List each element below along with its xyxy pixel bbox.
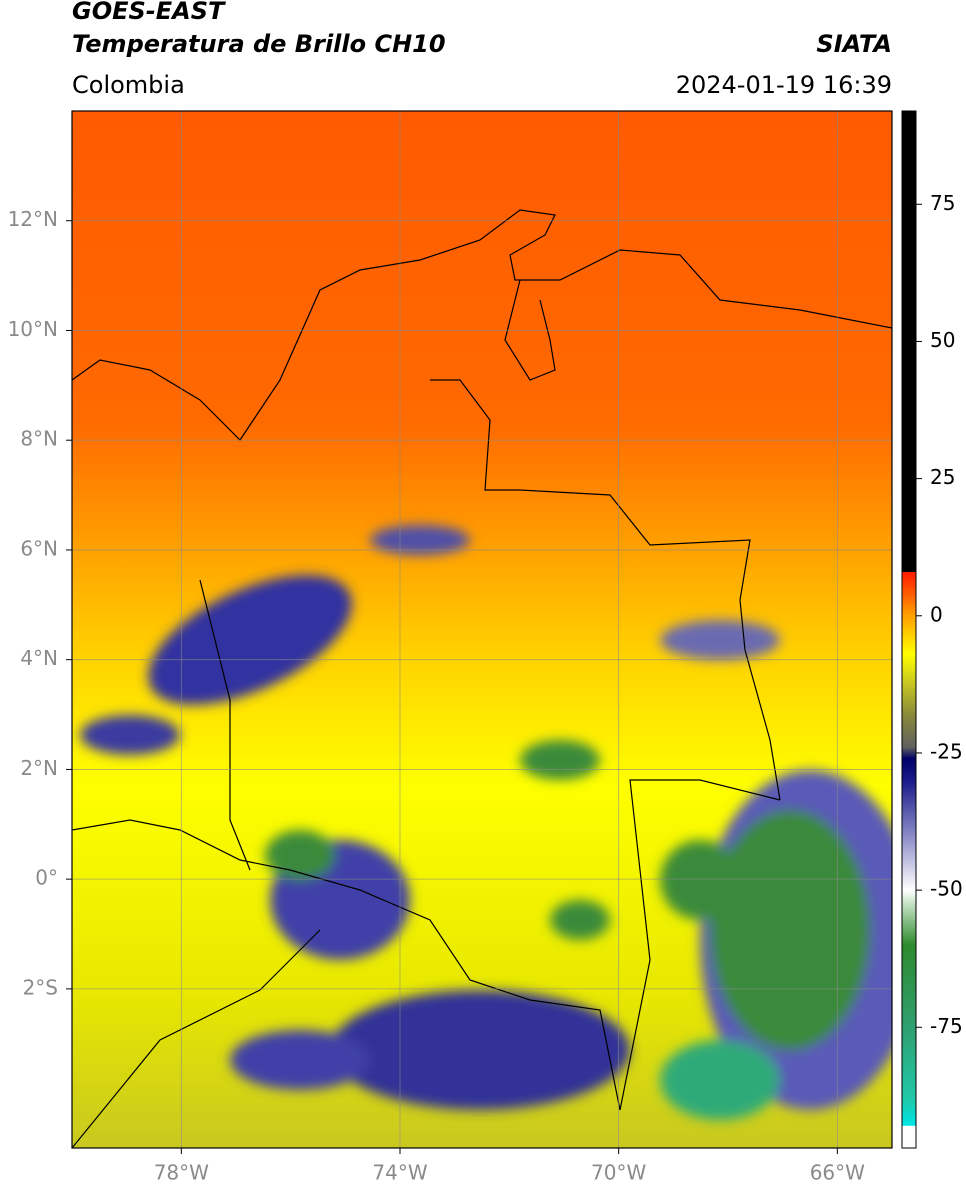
source: SIATA [816,30,892,58]
y-tick-label: 8°N [20,427,58,451]
title: GOES-EAST [72,0,226,25]
y-tick-label: 4°N [20,646,58,670]
y-tick-label: 0° [35,866,58,890]
y-tick-label: 10°N [8,317,58,341]
colorbar-tick-label: 25 [930,465,955,489]
colorbar-tick-label: -75 [930,1014,963,1038]
colorbar-tick-label: 50 [930,328,955,352]
timestamp: 2024-01-19 16:39 [676,71,892,99]
x-tick-label: 78°W [154,1161,209,1185]
y-tick-label: 2°N [20,756,58,780]
x-tick-label: 66°W [810,1161,865,1185]
y-tick-label: 12°N [8,207,58,231]
y-tick-label: 6°N [20,536,58,560]
colorbar-tick-label: 0 [930,602,943,626]
x-tick-label: 74°W [372,1161,427,1185]
imagery [72,111,892,1148]
y-tick-label: 2°S [23,975,58,999]
borders [72,209,892,1148]
colorbar-tick-label: -50 [930,877,963,901]
colorbar-tick-label: -25 [930,739,963,763]
map-frame [71,110,893,1149]
colorbar [901,110,917,1149]
subtitle: Temperatura de Brillo CH10 [72,30,446,58]
clouds [80,525,892,1120]
region: Colombia [72,71,185,99]
colorbar-tick-label: 75 [930,191,955,215]
x-tick-label: 70°W [591,1161,646,1185]
